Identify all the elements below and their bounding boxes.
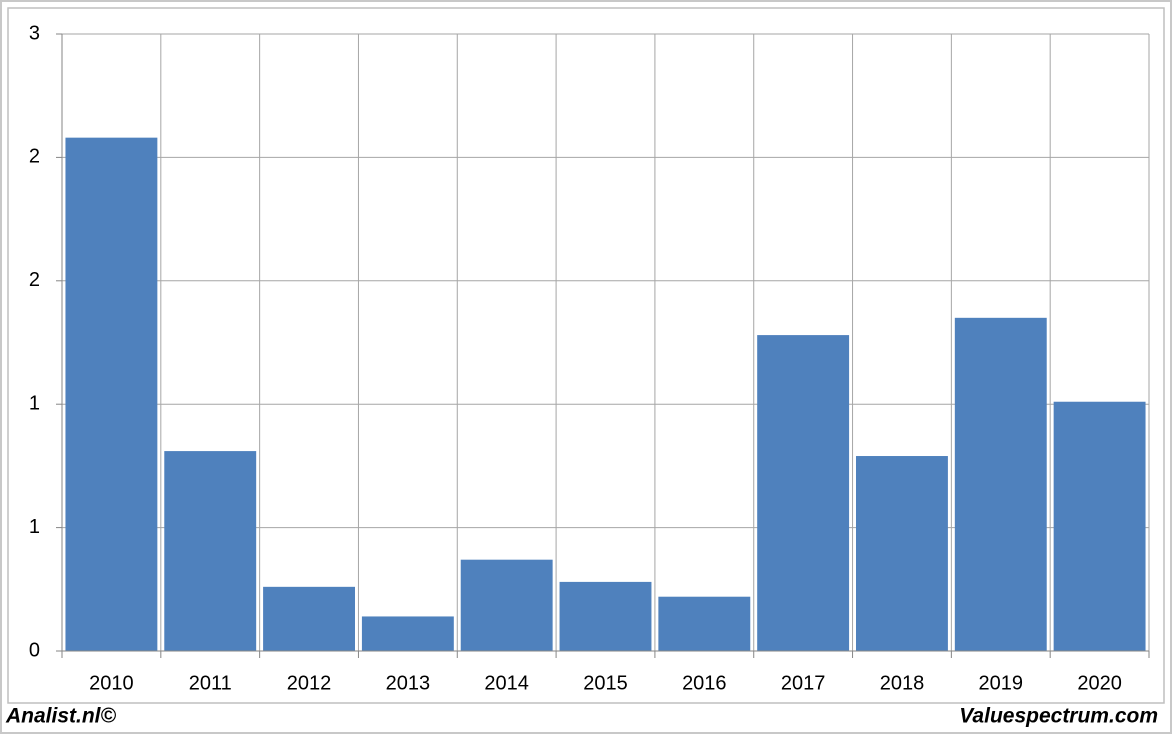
bar [263, 586, 355, 651]
x-tick-label: 2010 [89, 672, 134, 694]
x-tick-label: 2011 [189, 672, 232, 694]
x-tick-label: 2015 [583, 672, 628, 694]
x-tick-label: 2016 [682, 672, 727, 694]
y-tick-label: 1 [29, 392, 40, 414]
bar [856, 456, 948, 651]
bar [1053, 401, 1146, 651]
bar [65, 137, 158, 651]
bar [658, 596, 751, 651]
x-tick-label: 2012 [287, 672, 332, 694]
bar [757, 335, 850, 651]
x-tick-label: 2014 [484, 672, 529, 694]
bar [460, 559, 553, 651]
footer-left: Analist.nl© [5, 705, 117, 728]
bar [559, 581, 652, 651]
y-tick-label: 1 [29, 516, 40, 538]
bar [361, 616, 454, 651]
y-tick-label: 2 [29, 269, 40, 291]
x-tick-label: 2020 [1077, 672, 1122, 694]
y-tick-label: 2 [29, 146, 40, 168]
bar [164, 451, 257, 651]
x-tick-label: 2017 [781, 672, 826, 694]
x-tick-label: 2013 [386, 672, 431, 694]
y-tick-label: 0 [29, 639, 40, 661]
footer-right: Valuespectrum.com [959, 705, 1158, 728]
x-tick-label: 2018 [880, 672, 925, 694]
y-tick-label: 3 [29, 22, 40, 44]
x-tick-label: 2019 [979, 672, 1024, 694]
bar [954, 317, 1047, 651]
